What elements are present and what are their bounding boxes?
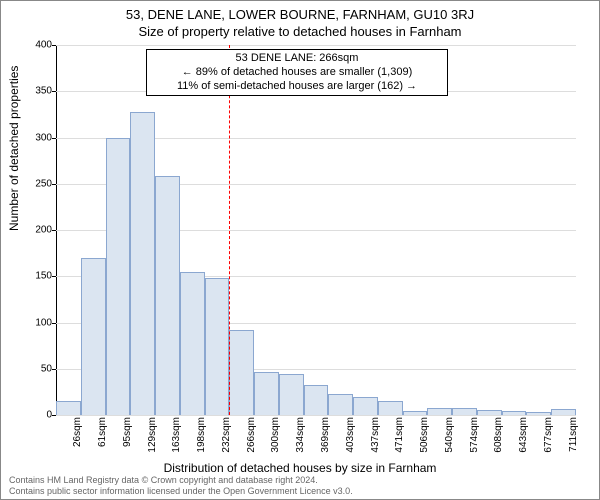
y-tick-label: 400 — [35, 40, 52, 51]
y-tick — [52, 323, 56, 324]
histogram-bar — [279, 374, 304, 415]
histogram-bar — [106, 138, 131, 416]
x-tick-label: 574sqm — [469, 417, 480, 453]
histogram-bar — [353, 397, 378, 416]
histogram-bar — [81, 258, 106, 415]
histogram-bar — [526, 412, 551, 415]
callout-box: 53 DENE LANE: 266sqm← 89% of detached ho… — [146, 49, 448, 96]
y-tick-label: 350 — [35, 86, 52, 97]
callout-line1: 53 DENE LANE: 266sqm — [153, 52, 441, 66]
x-tick-label: 677sqm — [543, 417, 554, 453]
footer-line-1: Contains HM Land Registry data © Crown c… — [9, 475, 353, 486]
x-tick-label: 266sqm — [246, 417, 257, 453]
reference-line — [229, 45, 230, 415]
histogram-bar — [328, 394, 353, 415]
x-tick-label: 608sqm — [493, 417, 504, 453]
y-tick — [52, 230, 56, 231]
histogram-bar — [551, 409, 576, 415]
y-tick — [52, 91, 56, 92]
grid-line — [56, 45, 576, 46]
x-tick-label: 163sqm — [171, 417, 182, 453]
grid-line — [56, 415, 576, 416]
y-tick-label: 250 — [35, 178, 52, 189]
callout-line3: 11% of semi-detached houses are larger (… — [153, 80, 441, 94]
y-tick-label: 150 — [35, 271, 52, 282]
x-tick-label: 711sqm — [568, 417, 579, 452]
x-axis-label: Distribution of detached houses by size … — [1, 461, 599, 475]
y-tick — [52, 184, 56, 185]
histogram-bar — [56, 401, 81, 415]
y-tick-label: 50 — [41, 363, 52, 374]
y-tick-label: 300 — [35, 132, 52, 143]
chart-title-sub: Size of property relative to detached ho… — [1, 24, 599, 39]
x-tick-label: 61sqm — [97, 417, 108, 447]
x-tick-label: 403sqm — [345, 417, 356, 453]
callout-line2: ← 89% of detached houses are smaller (1,… — [153, 66, 441, 80]
y-tick — [52, 45, 56, 46]
chart-title-main: 53, DENE LANE, LOWER BOURNE, FARNHAM, GU… — [1, 7, 599, 22]
y-tick-label: 100 — [35, 317, 52, 328]
x-tick-label: 198sqm — [196, 417, 207, 453]
y-tick — [52, 138, 56, 139]
y-tick-label: 200 — [35, 225, 52, 236]
histogram-bar — [155, 176, 180, 415]
x-tick-label: 643sqm — [518, 417, 529, 453]
y-tick — [52, 276, 56, 277]
histogram-bar — [502, 411, 527, 415]
histogram-bar — [130, 112, 155, 415]
histogram-bar — [304, 385, 329, 415]
histogram-bar — [452, 408, 477, 415]
x-tick-label: 506sqm — [419, 417, 430, 453]
x-tick-label: 334sqm — [295, 417, 306, 453]
x-tick-label: 232sqm — [221, 417, 232, 453]
histogram-bar — [229, 330, 254, 415]
histogram-bar — [205, 278, 230, 415]
plot-area: 05010015020025030035040026sqm61sqm95sqm1… — [56, 45, 576, 415]
x-tick-label: 95sqm — [122, 417, 133, 447]
histogram-bar — [403, 411, 428, 415]
x-tick-label: 540sqm — [444, 417, 455, 453]
x-tick-label: 471sqm — [394, 417, 405, 453]
histogram-bar — [378, 401, 403, 415]
x-tick-label: 300sqm — [270, 417, 281, 453]
histogram-bar — [254, 372, 279, 415]
footer-line-2: Contains public sector information licen… — [9, 486, 353, 497]
histogram-bar — [477, 410, 502, 415]
y-axis-label: Number of detached properties — [7, 66, 21, 231]
histogram-bar — [427, 408, 452, 415]
x-tick-label: 26sqm — [72, 417, 83, 447]
histogram-bar — [180, 272, 205, 415]
y-tick-label: 0 — [46, 410, 52, 421]
x-tick-label: 437sqm — [370, 417, 381, 453]
x-tick-label: 129sqm — [147, 417, 158, 453]
chart-container: 53, DENE LANE, LOWER BOURNE, FARNHAM, GU… — [0, 0, 600, 500]
footer-attribution: Contains HM Land Registry data © Crown c… — [9, 475, 353, 497]
y-tick — [52, 369, 56, 370]
y-tick — [52, 415, 56, 416]
x-tick-label: 369sqm — [320, 417, 331, 453]
